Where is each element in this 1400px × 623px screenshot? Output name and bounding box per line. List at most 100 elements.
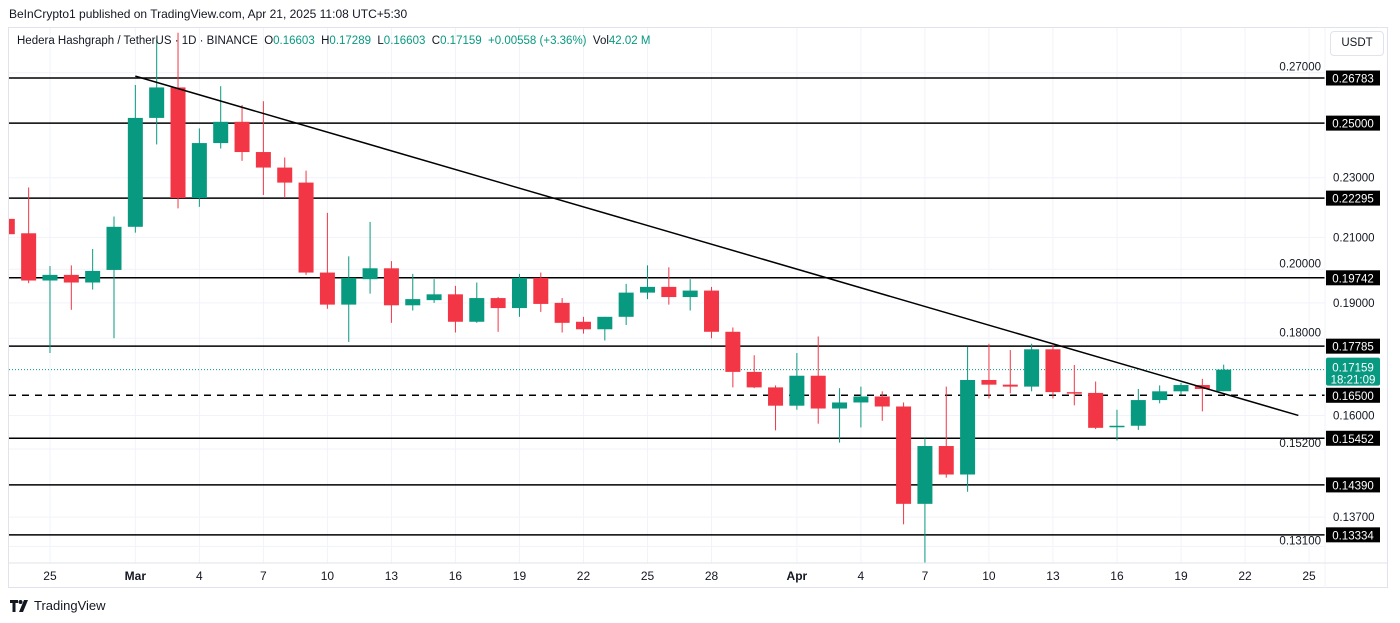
candle-body xyxy=(426,294,442,301)
trendline xyxy=(135,75,1299,417)
y-tick-label: 0.19000 xyxy=(1333,298,1375,310)
candle xyxy=(213,86,229,149)
last-price-badge xyxy=(1326,357,1380,386)
candle xyxy=(255,101,271,196)
candle xyxy=(362,221,378,294)
x-tick-label: Apr xyxy=(787,569,808,583)
close-label: C xyxy=(431,35,441,47)
x-tick-label: 25 xyxy=(43,569,57,583)
candle-body xyxy=(1216,369,1232,392)
candle-body xyxy=(170,87,186,198)
candle-body xyxy=(1130,400,1146,426)
candle xyxy=(21,187,37,284)
candle-body xyxy=(127,117,143,227)
candle-body xyxy=(1024,349,1040,387)
candle-body xyxy=(469,298,485,322)
x-tick-label: 4 xyxy=(858,569,865,583)
level-label-bg xyxy=(1326,430,1380,446)
level-label-bg xyxy=(1326,387,1380,403)
candle-body xyxy=(640,286,655,293)
candle xyxy=(1066,365,1082,406)
candle xyxy=(447,285,463,333)
candle-body xyxy=(661,286,677,298)
chart-frame xyxy=(8,27,1388,588)
candle-body xyxy=(405,299,421,306)
x-tick-label: 22 xyxy=(577,569,591,583)
high-value: 0.17289 xyxy=(329,35,371,47)
candle xyxy=(1045,344,1061,399)
candle-body xyxy=(362,268,378,280)
candle xyxy=(490,297,506,332)
candle xyxy=(1216,364,1232,392)
y-tick-label: 0.18000 xyxy=(1279,327,1321,339)
level-label: 0.15452 xyxy=(1332,434,1374,446)
candle xyxy=(149,39,165,145)
exchange: BINANCE xyxy=(206,35,258,47)
candle xyxy=(704,286,720,339)
candle-body xyxy=(1152,391,1168,401)
candle-body xyxy=(490,298,506,309)
candle xyxy=(768,385,784,431)
level-label-bg xyxy=(1326,527,1380,543)
x-tick-label: 19 xyxy=(513,569,527,583)
candle xyxy=(981,343,997,399)
y-tick-label: 0.20000 xyxy=(1279,258,1321,270)
candle-body xyxy=(874,396,890,407)
candle xyxy=(810,336,826,424)
candle-body xyxy=(21,233,37,281)
candle xyxy=(341,256,357,342)
candle-body xyxy=(768,387,784,406)
candle xyxy=(682,279,698,311)
symbol-legend: Hedera Hashgraph / TetherUS · 1D · BINAN… xyxy=(17,35,651,47)
level-label: 0.26783 xyxy=(1332,74,1374,86)
tradingview-logo[interactable]: TradingView xyxy=(10,598,106,613)
candle-body xyxy=(106,226,122,270)
candle-body xyxy=(383,268,399,306)
candle xyxy=(1152,385,1168,404)
open-label: O xyxy=(264,35,274,47)
price-axis: 0.27000 0.23000 0.21000 0.20000 0.19000 0.180… xyxy=(1279,28,1380,588)
candle xyxy=(85,248,101,290)
candle-body xyxy=(42,274,58,281)
candle-body xyxy=(789,375,805,406)
descending-trendline xyxy=(135,75,1299,417)
candle-body xyxy=(810,375,826,409)
publish-info: BeInCrypto1 published on TradingView.com… xyxy=(9,7,408,21)
candle xyxy=(298,170,314,275)
x-tick-label: 19 xyxy=(1174,569,1188,583)
candle xyxy=(1130,388,1146,430)
x-tick-label: 25 xyxy=(1302,569,1316,583)
level-label-bg xyxy=(1326,477,1380,493)
candle xyxy=(9,218,15,235)
level-label: 0.13334 xyxy=(1332,530,1374,542)
candle-body xyxy=(1066,392,1082,394)
candle-body xyxy=(554,302,570,323)
candle xyxy=(1024,343,1040,392)
candle-body xyxy=(447,294,463,322)
candle-body xyxy=(575,321,591,330)
candle xyxy=(853,386,869,428)
tradingview-logo-icon xyxy=(10,599,28,612)
candle xyxy=(789,353,805,410)
symbol-name[interactable]: Hedera Hashgraph / TetherUS xyxy=(17,35,172,47)
candle xyxy=(106,216,122,339)
candle-body xyxy=(319,272,335,305)
candle xyxy=(832,388,848,443)
candle-body xyxy=(746,371,762,388)
candle-body xyxy=(149,87,165,118)
x-tick-label: 16 xyxy=(1110,569,1124,583)
candle-body xyxy=(277,167,293,183)
x-tick-label: Mar xyxy=(125,569,147,583)
candle-body xyxy=(725,331,741,372)
candle xyxy=(725,327,741,388)
candle xyxy=(661,267,677,305)
level-label: 0.14390 xyxy=(1332,480,1374,492)
close-value: 0.17159 xyxy=(440,35,482,47)
candle-body xyxy=(1045,349,1061,393)
currency-button[interactable]: USDT xyxy=(1330,31,1384,56)
candle-body xyxy=(298,182,314,273)
candle-body xyxy=(533,277,549,304)
x-tick-label: 28 xyxy=(705,569,719,583)
x-tick-label: 7 xyxy=(260,569,267,583)
